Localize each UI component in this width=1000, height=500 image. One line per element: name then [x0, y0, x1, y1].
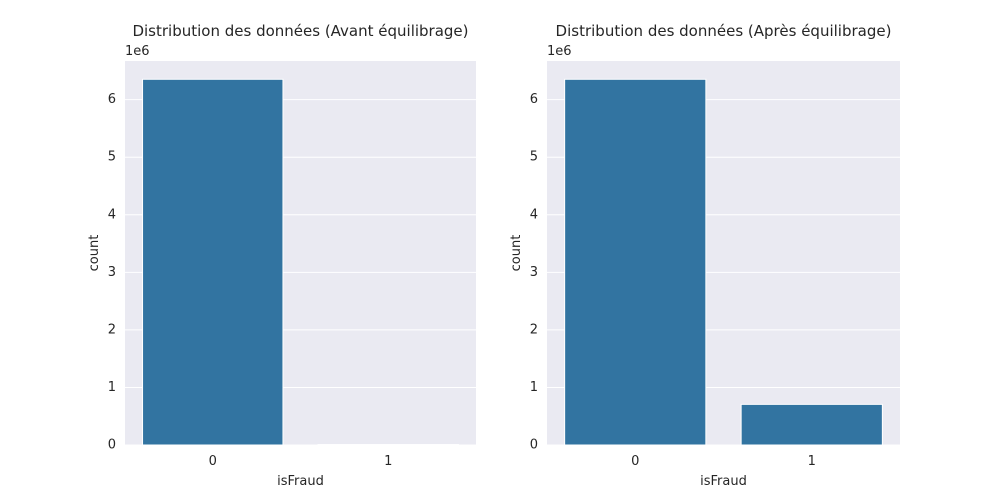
y-tick-label: 6 — [108, 92, 116, 107]
bar-0 — [564, 78, 707, 446]
x-tick-label: 0 — [209, 454, 217, 469]
y-tick-label: 4 — [108, 207, 116, 222]
y-tick-label: 6 — [530, 92, 538, 107]
y-tick-label: 3 — [530, 265, 538, 280]
chart-panel-1: 0 1 2 3 4 5 6 0 1 Distribution des données (Avant… — [87, 22, 476, 489]
y-tick-label: 4 — [530, 207, 538, 222]
y-tick-label: 0 — [530, 438, 538, 453]
chart-title: Distribution des données (Après équilibr… — [556, 22, 892, 40]
y-tick-label: 1 — [530, 380, 538, 395]
chart-title: Distribution des données (Avant équilibr… — [132, 22, 468, 40]
x-tick-label: 1 — [384, 454, 392, 469]
chart-panel-2: 0 1 2 3 4 5 6 0 1 Distribution des données (Après… — [509, 22, 900, 489]
y-tick-label: 3 — [108, 265, 116, 280]
y-tick-label: 5 — [108, 150, 116, 165]
x-tick-label: 0 — [631, 454, 639, 469]
y-axis-offset-label: 1e6 — [547, 44, 572, 59]
y-tick-label: 2 — [108, 322, 116, 337]
y-axis-offset-label: 1e6 — [125, 44, 150, 59]
y-tick-label: 1 — [108, 380, 116, 395]
x-axis-label: isFraud — [700, 474, 747, 489]
bar-0 — [142, 78, 284, 446]
y-tick-label: 0 — [108, 438, 116, 453]
x-axis-label: isFraud — [277, 474, 324, 489]
y-tick-label: 2 — [530, 322, 538, 337]
x-tick-label: 1 — [808, 454, 816, 469]
y-axis-label: count — [87, 235, 102, 272]
bar-1 — [740, 403, 883, 446]
y-axis-label: count — [509, 235, 524, 272]
y-tick-label: 5 — [530, 150, 538, 165]
